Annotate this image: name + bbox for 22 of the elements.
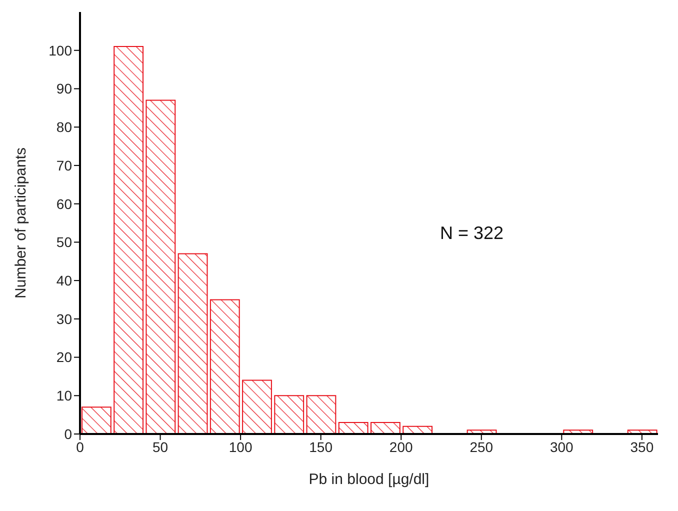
y-tick-label: 80 bbox=[56, 119, 72, 136]
y-tick-label: 50 bbox=[56, 234, 72, 250]
y-tick-label: 100 bbox=[48, 42, 72, 58]
x-tick-label: 50 bbox=[152, 438, 168, 455]
y-axis-title: Number of participants bbox=[12, 148, 30, 298]
x-tick-label: 0 bbox=[76, 438, 84, 455]
x-tick-label: 250 bbox=[470, 438, 494, 455]
y-tick-label: 0 bbox=[64, 426, 72, 442]
y-tick-label: 40 bbox=[56, 272, 72, 289]
y-tick-label: 20 bbox=[56, 349, 72, 366]
y-tick-label: 60 bbox=[56, 196, 72, 212]
y-tick-label: 90 bbox=[56, 80, 72, 97]
x-tick-label: 200 bbox=[389, 438, 414, 455]
x-axis-title: Pb in blood [µg/dl] bbox=[308, 471, 430, 488]
x-tick-label: 100 bbox=[228, 438, 252, 455]
x-tick-label: 150 bbox=[309, 438, 333, 455]
y-tick-label: 70 bbox=[56, 157, 72, 174]
x-tick-label: 300 bbox=[550, 438, 574, 455]
y-tick-label: 30 bbox=[56, 310, 72, 327]
annotation: N = 322 bbox=[440, 223, 504, 244]
x-tick-label: 350 bbox=[630, 438, 654, 455]
y-tick-label: 10 bbox=[56, 388, 72, 404]
